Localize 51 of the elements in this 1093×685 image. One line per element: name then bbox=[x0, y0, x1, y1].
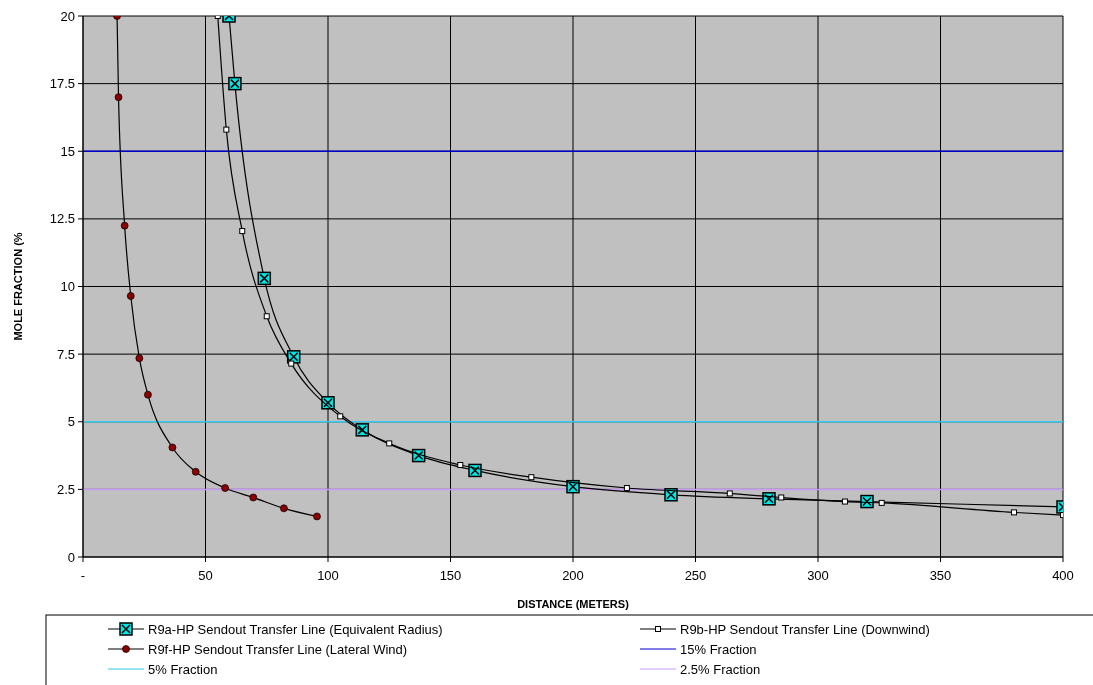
point bbox=[249, 493, 258, 502]
point bbox=[120, 221, 129, 230]
point bbox=[386, 440, 393, 447]
y-tick-label: 12.5 bbox=[49, 211, 75, 227]
y-tick-label: 2.5 bbox=[56, 481, 75, 497]
point bbox=[457, 462, 464, 469]
x-axis-title: DISTANCE (METERS) bbox=[517, 598, 630, 610]
point bbox=[288, 360, 295, 367]
point bbox=[126, 292, 135, 300]
point bbox=[263, 313, 270, 320]
point bbox=[168, 443, 177, 452]
point bbox=[114, 93, 123, 101]
y-tick-label: 20 bbox=[60, 8, 75, 24]
x-tick-label: 350 bbox=[929, 568, 952, 583]
legend-label: 5% Fraction bbox=[148, 661, 218, 677]
point bbox=[337, 413, 344, 420]
point bbox=[528, 474, 535, 481]
point bbox=[841, 498, 848, 505]
x-tick-label: 200 bbox=[562, 568, 584, 583]
point bbox=[223, 126, 230, 133]
x-tick-label: - bbox=[80, 568, 86, 583]
x-tick-label: 300 bbox=[807, 568, 829, 583]
legend-label: R9b-HP Sendout Transfer Line (Downwind) bbox=[680, 621, 930, 637]
point bbox=[778, 494, 785, 501]
legend-label: 2.5% Fraction bbox=[680, 661, 761, 677]
y-tick-label: 7.5 bbox=[56, 346, 75, 362]
point bbox=[313, 512, 321, 521]
x-tick-label: 100 bbox=[317, 568, 339, 583]
y-tick-label: 10 bbox=[60, 279, 75, 295]
y-tick-label: 15 bbox=[60, 143, 75, 159]
y-tick-label: 5 bbox=[67, 414, 75, 430]
y-axis-title: MOLE FRACTION (% bbox=[12, 232, 24, 341]
legend-label: R9a-HP Sendout Transfer Line (Equivalent Radius) bbox=[148, 621, 443, 637]
point bbox=[878, 499, 885, 506]
point bbox=[280, 504, 288, 513]
legend-label: 15% Fraction bbox=[680, 641, 757, 657]
y-tick-label: 0 bbox=[67, 549, 75, 565]
point bbox=[1011, 509, 1017, 516]
point bbox=[135, 354, 144, 363]
legend-label: R9f-HP Sendout Transfer Line (Lateral Wind) bbox=[148, 641, 408, 657]
point bbox=[726, 490, 733, 497]
x-tick-label: 150 bbox=[439, 568, 462, 583]
point bbox=[623, 485, 630, 492]
x-tick-label: 250 bbox=[684, 568, 707, 583]
x-tick-label: 400 bbox=[1052, 568, 1074, 583]
point bbox=[144, 390, 152, 399]
point bbox=[239, 228, 246, 235]
point bbox=[221, 484, 229, 492]
point bbox=[191, 467, 200, 476]
y-tick-label: 17.5 bbox=[49, 76, 75, 92]
x-tick-label: 50 bbox=[198, 568, 213, 583]
